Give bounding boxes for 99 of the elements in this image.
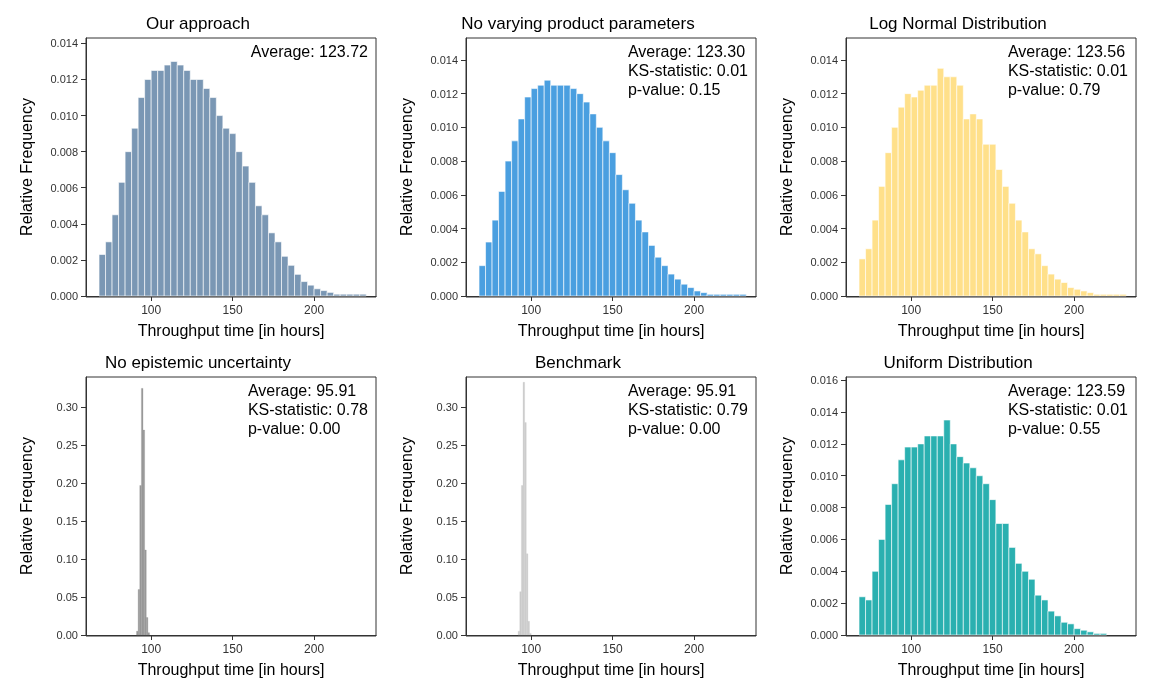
x-axis-title: Throughput time [in hours] <box>517 321 705 339</box>
y-tick-label: 0.010 <box>430 121 458 134</box>
y-tick-label: 0.10 <box>436 553 458 566</box>
x-tick-label: 150 <box>222 642 243 656</box>
chart-title: Our approach <box>146 14 250 33</box>
y-tick-label: 0.002 <box>430 256 458 269</box>
x-tick-label: 200 <box>684 303 705 317</box>
y-tick-label: 0.014 <box>430 53 458 66</box>
x-axis-title: Throughput time [in hours] <box>897 321 1085 339</box>
x-tick-label: 200 <box>304 642 325 656</box>
y-tick-label: 0.15 <box>436 515 458 528</box>
y-tick-label: 0.05 <box>436 591 458 604</box>
y-tick-label: 0.008 <box>50 145 78 158</box>
x-tick-label: 100 <box>521 642 542 656</box>
chart-title: Uniform Distribution <box>883 353 1033 372</box>
chart-title: Benchmark <box>535 353 622 372</box>
annotation: KS-statistic: 0.01 <box>1007 401 1129 418</box>
annotation: p-value: 0.79 <box>1007 81 1101 98</box>
y-tick-label: 0.10 <box>56 553 78 566</box>
y-axis-title: Relative Frequency <box>17 98 35 236</box>
y-tick-label: 0.20 <box>436 477 458 490</box>
chart-title: No epistemic uncertainty <box>104 353 292 372</box>
annotation: KS-statistic: 0.78 <box>247 401 369 418</box>
x-axis-title: Throughput time [in hours] <box>897 660 1085 678</box>
annotation: Average: 95.91 <box>247 382 357 399</box>
annotation: KS-statistic: 0.79 <box>627 401 749 418</box>
annotation: Average: 123.30 <box>627 43 746 60</box>
y-tick-label: 0.000 <box>430 290 458 302</box>
y-tick-label: 0.002 <box>810 597 838 610</box>
y-tick-label: 0.00 <box>56 629 78 641</box>
y-axis-title: Relative Frequency <box>777 98 795 236</box>
y-tick-label: 0.012 <box>430 87 458 100</box>
y-tick-label: 0.004 <box>810 222 838 235</box>
y-tick-label: 0.004 <box>50 217 78 230</box>
x-tick-label: 200 <box>1064 642 1085 656</box>
x-tick-label: 150 <box>982 642 1003 656</box>
x-tick-label: 150 <box>602 303 623 317</box>
x-tick-label: 100 <box>141 303 162 317</box>
y-tick-label: 0.006 <box>50 181 78 194</box>
annotation: KS-statistic: 0.01 <box>1007 62 1129 79</box>
chart-title: Log Normal Distribution <box>869 14 1047 33</box>
y-axis-title: Relative Frequency <box>397 98 415 236</box>
x-axis-title: Throughput time [in hours] <box>137 321 325 339</box>
y-tick-label: 0.010 <box>50 109 78 122</box>
y-tick-label: 0.012 <box>50 73 78 86</box>
y-tick-label: 0.012 <box>810 87 838 100</box>
x-tick-label: 100 <box>141 642 162 656</box>
y-tick-label: 0.000 <box>810 290 838 302</box>
x-tick-label: 100 <box>901 303 922 317</box>
chart-title: No varying product parameters <box>461 14 695 33</box>
y-tick-label: 0.004 <box>810 565 838 578</box>
y-tick-label: 0.05 <box>56 591 78 604</box>
y-tick-label: 0.25 <box>56 439 78 452</box>
annotation: Average: 95.91 <box>627 382 737 399</box>
y-tick-label: 0.008 <box>430 155 458 168</box>
y-tick-label: 0.014 <box>810 406 838 419</box>
annotation: KS-statistic: 0.01 <box>627 62 749 79</box>
x-axis-title: Throughput time [in hours] <box>517 660 705 678</box>
y-tick-label: 0.008 <box>810 501 838 514</box>
annotation: p-value: 0.00 <box>247 420 341 437</box>
annotation: Average: 123.59 <box>1007 382 1126 399</box>
annotation: Average: 123.56 <box>1007 43 1126 60</box>
y-tick-label: 0.20 <box>56 477 78 490</box>
annotation: p-value: 0.15 <box>627 81 721 98</box>
y-tick-label: 0.012 <box>810 437 838 450</box>
y-tick-label: 0.25 <box>436 439 458 452</box>
x-tick-label: 200 <box>304 303 325 317</box>
y-tick-label: 0.30 <box>56 401 78 414</box>
y-tick-label: 0.30 <box>436 401 458 414</box>
y-tick-label: 0.014 <box>810 53 838 66</box>
y-tick-label: 0.014 <box>50 37 78 50</box>
annotation: p-value: 0.55 <box>1007 420 1101 437</box>
y-tick-label: 0.016 <box>810 374 838 387</box>
y-axis-title: Relative Frequency <box>17 437 35 575</box>
x-tick-label: 200 <box>1064 303 1085 317</box>
y-tick-label: 0.002 <box>810 256 838 269</box>
y-axis-title: Relative Frequency <box>777 437 795 575</box>
y-tick-label: 0.006 <box>810 188 838 201</box>
y-tick-label: 0.008 <box>810 155 838 168</box>
y-tick-label: 0.002 <box>50 253 78 266</box>
x-axis-title: Throughput time [in hours] <box>137 660 325 678</box>
x-tick-label: 150 <box>982 303 1003 317</box>
x-tick-label: 150 <box>602 642 623 656</box>
y-tick-label: 0.010 <box>810 469 838 482</box>
annotation: Average: 123.72 <box>250 43 369 60</box>
y-axis-title: Relative Frequency <box>397 437 415 575</box>
annotation: p-value: 0.00 <box>627 420 721 437</box>
x-tick-label: 150 <box>222 303 243 317</box>
y-tick-label: 0.004 <box>430 222 458 235</box>
y-tick-label: 0.010 <box>810 121 838 134</box>
y-tick-label: 0.15 <box>56 515 78 528</box>
x-tick-label: 100 <box>521 303 542 317</box>
x-tick-label: 200 <box>684 642 705 656</box>
y-tick-label: 0.000 <box>810 629 838 641</box>
y-tick-label: 0.000 <box>50 290 78 302</box>
x-tick-label: 100 <box>901 642 922 656</box>
y-tick-label: 0.00 <box>436 629 458 641</box>
y-tick-label: 0.006 <box>430 188 458 201</box>
y-tick-label: 0.006 <box>810 533 838 546</box>
